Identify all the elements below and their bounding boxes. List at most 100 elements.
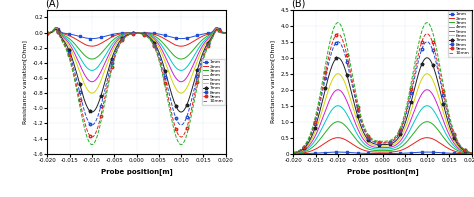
10mm [469,151,474,154]
1mm [167,36,173,38]
7mm [430,63,436,66]
2mm [167,41,173,43]
10mm [184,134,190,136]
Text: (B): (B) [292,0,306,8]
1mm [63,32,69,35]
7mm [184,104,190,106]
Line: 1mm: 1mm [292,151,473,155]
1mm [369,152,375,155]
2mm [187,42,192,45]
3mm [187,53,193,55]
10mm [369,138,375,140]
9mm [53,29,58,31]
5mm [184,76,190,79]
Line: 2mm: 2mm [293,138,472,153]
4mm [369,147,375,150]
8mm [433,60,438,62]
3mm [413,129,419,131]
1mm [54,26,59,29]
4mm [309,144,314,146]
Line: 9mm: 9mm [46,29,227,138]
1mm [413,151,419,154]
Y-axis label: Reactance variation[Ohm]: Reactance variation[Ohm] [270,40,275,123]
1mm [291,152,296,155]
Y-axis label: Resistance variation[Ohm]: Resistance variation[Ohm] [22,40,27,124]
8mm [123,35,129,37]
2mm [117,33,122,35]
4mm [433,113,438,115]
5mm [223,32,228,34]
4mm [63,37,69,39]
8mm [335,41,341,43]
8mm [63,44,69,47]
9mm [469,152,474,154]
3mm [430,123,436,125]
4mm [469,152,474,154]
3mm [335,121,341,123]
5mm [363,141,368,143]
1mm [117,32,123,34]
Line: 6mm: 6mm [293,74,472,153]
Line: 3mm: 3mm [47,28,226,59]
Line: 4mm: 4mm [47,28,226,70]
7mm [369,142,375,144]
5mm [369,145,375,148]
9mm [184,127,190,129]
3mm [89,58,95,60]
Line: 6mm: 6mm [47,29,226,93]
10mm [223,32,228,34]
9mm [187,115,193,117]
2mm [433,139,438,142]
9mm [89,136,95,138]
5mm [335,89,341,91]
2mm [123,32,129,34]
3mm [184,56,190,58]
10mm [309,129,314,132]
9mm [430,41,436,44]
7mm [167,88,173,90]
10mm [430,31,436,33]
X-axis label: Probe position[m]: Probe position[m] [346,168,419,175]
3mm [369,149,375,151]
4mm [335,105,341,107]
9mm [363,131,368,133]
6mm [413,94,419,96]
3mm [167,50,173,53]
1mm [469,152,474,155]
3mm [123,32,129,35]
Legend: 1mm, 2mm, 3mm, 4mm, 5mm, 6mm, 7mm, 8mm, 9mm, 10mm: 1mm, 2mm, 3mm, 4mm, 5mm, 6mm, 7mm, 8mm, … [447,11,471,57]
4mm [184,66,190,68]
2mm [45,31,50,34]
3mm [291,152,296,155]
1mm [433,151,438,153]
3mm [53,27,59,29]
10mm [413,56,419,58]
4mm [89,69,95,72]
4mm [53,27,59,29]
Text: (A): (A) [46,0,60,8]
6mm [335,72,341,75]
10mm [53,29,58,31]
7mm [309,136,314,138]
8mm [187,105,193,108]
9mm [63,46,69,48]
Line: 10mm: 10mm [47,30,226,145]
6mm [363,138,368,140]
10mm [117,44,123,46]
7mm [413,82,419,84]
6mm [167,74,173,77]
5mm [117,37,123,39]
3mm [309,147,314,149]
5mm [469,152,474,154]
2mm [63,33,68,36]
1mm [309,152,314,155]
6mm [309,138,314,141]
Legend: 1mm, 2mm, 3mm, 4mm, 5mm, 6mm, 7mm, 8mm, 9mm, 10mm: 1mm, 2mm, 3mm, 4mm, 5mm, 6mm, 7mm, 8mm, … [201,59,225,105]
7mm [335,57,341,59]
6mm [187,80,193,82]
5mm [309,141,314,143]
5mm [291,152,296,154]
Line: 9mm: 9mm [292,33,473,154]
6mm [123,33,129,36]
7mm [45,32,50,34]
